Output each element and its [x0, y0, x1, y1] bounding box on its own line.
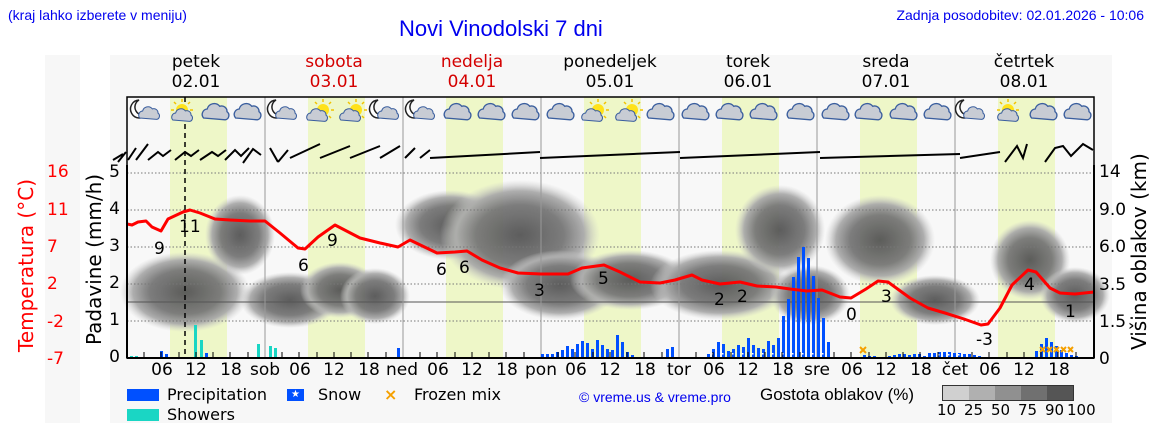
legend-precipitation: Precipitation: [167, 385, 268, 404]
temp-label: 6: [436, 260, 447, 280]
snow-markers: [712, 353, 960, 356]
location-menu-note[interactable]: (kraj lahko izberete v meniju): [8, 7, 187, 23]
day-header-6: sreda 07.01: [861, 52, 911, 92]
temp-label: 9: [154, 239, 165, 259]
day-header-1: petek 02.01: [171, 52, 221, 92]
temp-label: 2: [737, 287, 748, 307]
temp-axis-panel: [45, 55, 80, 423]
temp-label: 3: [534, 281, 545, 301]
snow-icon: ★: [287, 389, 304, 401]
precipitation-axis-label: Padavine (mm/h): [82, 173, 106, 345]
precipitation-swatch: [127, 389, 159, 401]
temp-label: 11: [179, 217, 201, 237]
grid-day-separators: [264, 97, 956, 358]
credit-link[interactable]: © vreme.us & vreme.pro: [579, 389, 731, 405]
legend-snow: Snow: [318, 385, 362, 404]
page-title: Novi Vinodolski 7 dni: [399, 16, 603, 41]
legend-frozen-mix: Frozen mix: [414, 385, 502, 404]
x-tick-labels: 06 12 18 sob 06 12 18 ned 06 12 18 pon 0…: [151, 360, 1070, 380]
showers-swatch: [127, 409, 159, 421]
cloud-density-layer: [120, 180, 1110, 332]
temperature-axis-label: Temperatura (°C): [14, 178, 38, 352]
temp-label: 5: [598, 269, 609, 289]
day-header-4: ponedeljek 05.01: [563, 52, 657, 92]
legend-showers: Showers: [167, 405, 235, 424]
cloud-density-scale: [942, 385, 1074, 401]
frozen-mix-icon: ×: [384, 385, 398, 404]
temperature-value-labels: 9 11 6 9 6 6 3 5 2 2 0 3 -3 4 1: [154, 217, 1076, 350]
x-ticks: [143, 352, 1077, 358]
day-header-2: sobota 03.01: [305, 52, 363, 92]
grid-horizontal: [127, 172, 1094, 322]
temp-label: 6: [459, 258, 470, 278]
temp-label: 4: [1024, 275, 1035, 295]
last-updated: Zadnja posodobitev: 02.01.2026 - 10:06: [896, 7, 1144, 23]
temp-label: 3: [881, 287, 892, 307]
temp-label: 1: [1065, 302, 1076, 322]
temp-label: 0: [846, 305, 857, 325]
temp-label: -3: [976, 330, 993, 350]
temp-label: 2: [714, 290, 725, 310]
cloud-height-axis-label: Višina oblakov (km): [1127, 153, 1151, 350]
day-header-3: nedelja 04.01: [440, 52, 504, 92]
cloud-density-label: Gostota oblakov (%): [760, 385, 915, 404]
frozen-mix-markers: [859, 346, 1074, 354]
temp-label: 6: [298, 256, 309, 276]
day-header-7: četrtek 08.01: [993, 52, 1055, 92]
wind-barbs-row: [112, 142, 1094, 164]
day-header-5: torek 06.01: [723, 52, 773, 92]
day-headers: petek 02.01 sobota 03.01 nedelja 04.01 pone…: [127, 52, 1094, 94]
legend: Precipitation ★ Snow × Frozen mix Shower…: [127, 385, 1127, 425]
temp-label: 9: [327, 231, 338, 251]
temperature-line: [126, 208, 1095, 327]
